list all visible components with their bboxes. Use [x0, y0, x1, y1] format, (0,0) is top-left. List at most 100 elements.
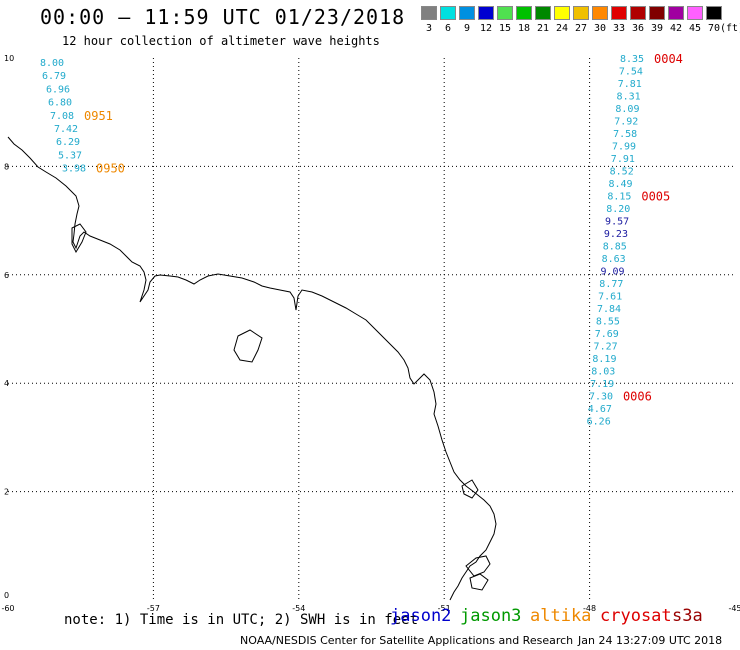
legend-swatch: [668, 6, 684, 20]
swh-value-label: 9.57: [605, 217, 629, 228]
swh-value-label: 9.09: [600, 267, 624, 278]
coastline-island: [71, 223, 87, 254]
legend-label: 30: [593, 23, 607, 34]
swh-value-label: 7.99: [612, 142, 636, 153]
legend-label: 70: [707, 23, 721, 34]
satellite-label-cryosat: cryosat: [600, 606, 672, 626]
legend-swatch: [535, 6, 551, 20]
swh-value-label: 6.80: [48, 98, 72, 109]
credit-timestamp: Jan 24 13:27:09 UTC 2018: [578, 634, 723, 647]
swh-value-label: 8.77: [599, 279, 623, 290]
swh-value-label: 8.63: [602, 254, 626, 265]
time-label: 0004: [654, 52, 683, 66]
y-tick-label: 0: [4, 591, 9, 600]
x-tick-label: -60: [1, 604, 14, 613]
swh-value-label: 7.27: [594, 342, 618, 353]
swh-value-label: 7.81: [618, 79, 642, 90]
credit-text: NOAA/NESDIS Center for Satellite Applica…: [240, 634, 574, 647]
legend-label: 21: [536, 23, 550, 34]
legend-label: 15: [498, 23, 512, 34]
legend-label: 18: [517, 23, 531, 34]
legend-swatch: [440, 6, 456, 20]
swh-value-label: 8.52: [610, 167, 634, 178]
swh-value-label: 6.29: [56, 137, 80, 148]
x-tick-label: -57: [147, 604, 160, 613]
legend-swatch: [592, 6, 608, 20]
swh-value-label: 7.69: [595, 329, 619, 340]
y-tick-label: 6: [4, 271, 9, 280]
legend-label: 12: [479, 23, 493, 34]
legend-label: 42: [669, 23, 683, 34]
swh-value-label: 8.15: [607, 192, 631, 203]
legend-swatch: [516, 6, 532, 20]
satellite-label-s3a: s3a: [672, 606, 703, 626]
legend-label: 27: [574, 23, 588, 34]
swh-value-label: 7.58: [613, 129, 637, 140]
swh-value-label: 6.79: [42, 71, 66, 82]
legend-label: 33: [612, 23, 626, 34]
page-subtitle: 12 hour collection of altimeter wave hei…: [62, 34, 380, 48]
legend-swatch: [497, 6, 513, 20]
swh-value-label: 7.42: [54, 124, 78, 135]
time-label: 0005: [641, 190, 670, 204]
swh-value-label: 7.84: [597, 304, 621, 315]
x-tick-label: -54: [292, 604, 305, 613]
swh-value-label: 3.98: [62, 164, 86, 175]
y-tick-label: 2: [4, 488, 9, 497]
swh-value-label: 8.19: [592, 354, 616, 365]
legend-swatch: [687, 6, 703, 20]
x-tick-label: -48: [583, 604, 596, 613]
legend-swatch: [630, 6, 646, 20]
time-label: 0950: [96, 162, 125, 176]
legend-label: 24: [555, 23, 569, 34]
satellite-label-jason3: jason3: [460, 606, 522, 626]
swh-value-label: 8.49: [609, 179, 633, 190]
satellite-label-jason2: jason2: [390, 606, 452, 626]
swh-value-label: 4.67: [588, 404, 612, 415]
legend-unit: (ft): [719, 23, 740, 34]
legend-label: 36: [631, 23, 645, 34]
legend-swatch: [459, 6, 475, 20]
swh-value-label: 6.26: [587, 417, 611, 428]
y-tick-label: 10: [4, 54, 14, 63]
swh-value-label: 8.31: [617, 92, 641, 103]
swh-value-label: 7.30: [589, 392, 613, 403]
swh-value-label: 8.03: [591, 367, 615, 378]
swh-value-label: 7.61: [598, 292, 622, 303]
legend-swatch: [421, 6, 437, 20]
legend-label: 9: [463, 23, 471, 34]
swh-value-label: 8.55: [596, 317, 620, 328]
page-title: 00:00 – 11:59 UTC 01/23/2018: [40, 5, 406, 29]
legend-label: 45: [688, 23, 702, 34]
reservoir-lake: [233, 329, 263, 363]
swh-value-label: 8.00: [40, 58, 64, 69]
legend-swatch: [706, 6, 722, 20]
time-label: 0951: [84, 109, 113, 123]
legend-swatch: [573, 6, 589, 20]
y-tick-label: 8: [4, 162, 9, 171]
legend-swatch: [554, 6, 570, 20]
footer-note: note: 1) Time is in UTC; 2) SWH is in fe…: [64, 612, 419, 628]
swh-value-label: 7.54: [619, 67, 643, 78]
swh-value-label: 8.09: [615, 104, 639, 115]
swh-value-label: 9.23: [604, 229, 628, 240]
swh-value-label: 5.37: [58, 150, 82, 161]
legend-swatch: [649, 6, 665, 20]
swh-value-label: 7.91: [611, 154, 635, 165]
legend-label: 39: [650, 23, 664, 34]
y-tick-label: 4: [4, 379, 9, 388]
swh-value-label: 7.19: [590, 379, 614, 390]
swh-value-label: 8.85: [603, 242, 627, 253]
coastline: [7, 136, 497, 601]
swh-value-label: 7.08: [50, 111, 74, 122]
legend-label: 6: [444, 23, 452, 34]
swh-value-label: 8.20: [606, 204, 630, 215]
swh-value-label: 7.92: [614, 117, 638, 128]
swh-value-label: 8.35: [620, 54, 644, 65]
coastline-island: [461, 479, 479, 499]
satellite-label-altika: altika: [530, 606, 592, 626]
legend-swatch: [611, 6, 627, 20]
time-label: 0006: [623, 390, 652, 404]
